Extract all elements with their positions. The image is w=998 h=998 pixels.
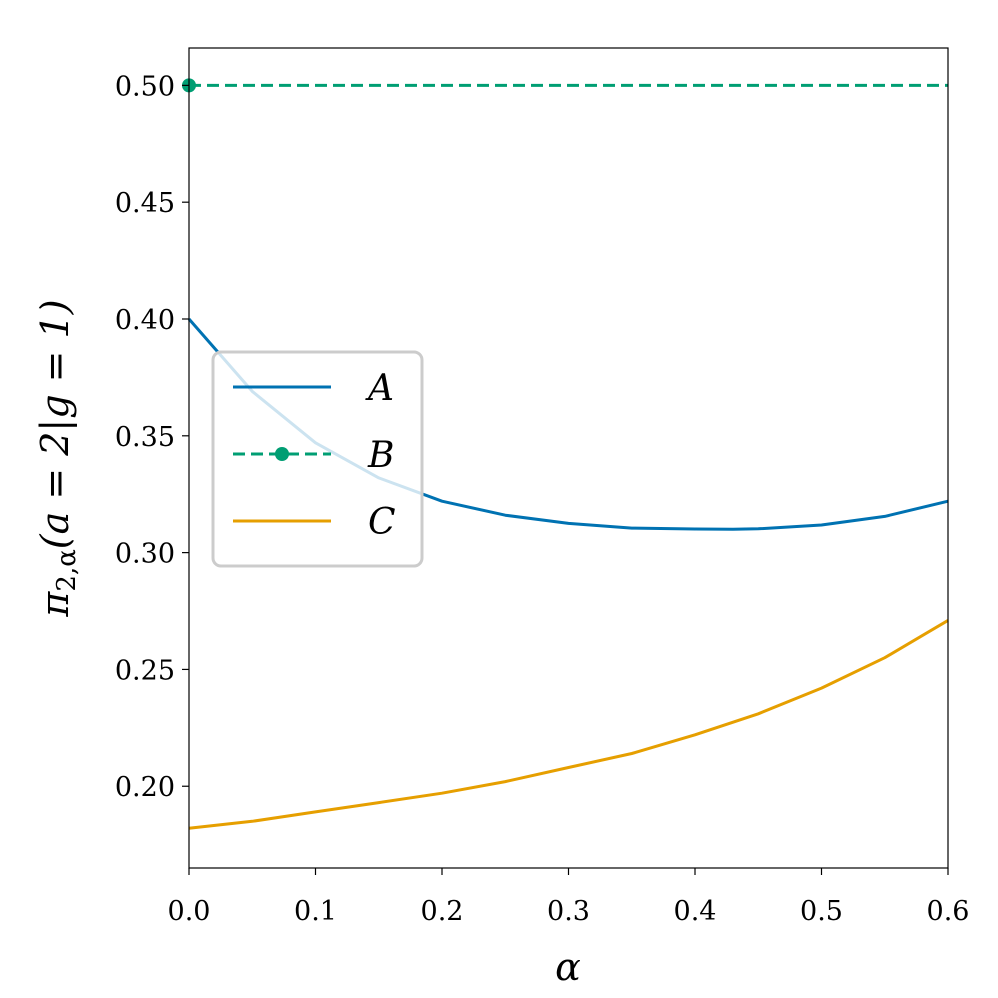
x-axis-ticks: 0.0 0.1 0.2 0.3 0.4 0.5 0.6: [168, 868, 970, 927]
x-tick-label: 0.6: [927, 896, 970, 927]
y-tick-label: 0.30: [115, 539, 175, 570]
y-tick-label: 0.45: [115, 188, 175, 219]
y-tick-label: 0.20: [115, 772, 175, 803]
legend-box: [211, 350, 424, 568]
legend-marker-b: [275, 447, 289, 461]
x-tick-label: 0.5: [800, 896, 843, 927]
x-tick-label: 0.0: [168, 896, 211, 927]
x-tick-label: 0.4: [674, 896, 717, 927]
y-tick-label: 0.50: [115, 71, 175, 102]
legend-label-a: A: [365, 368, 394, 409]
y-axis-label-rest: (a = 2|g = 1): [33, 299, 77, 549]
y-axis-label-base: π: [33, 591, 77, 618]
x-tick-label: 0.1: [294, 896, 337, 927]
y-axis-ticks: 0.20 0.25 0.30 0.35 0.40 0.45 0.50: [115, 71, 189, 803]
y-tick-label: 0.25: [115, 655, 175, 686]
y-axis-label: π2,α(a = 2|g = 1): [33, 299, 82, 617]
legend-label-c: C: [368, 502, 396, 543]
legend-label-b: B: [367, 435, 394, 476]
x-axis-label: α: [555, 945, 581, 989]
x-tick-label: 0.3: [547, 896, 590, 927]
y-tick-label: 0.35: [115, 422, 175, 453]
x-tick-label: 0.2: [421, 896, 464, 927]
y-tick-label: 0.40: [115, 305, 175, 336]
series-line-c: [188, 619, 949, 830]
legend: ABC: [211, 350, 424, 568]
y-axis-label-subscript: 2,α: [52, 549, 82, 591]
